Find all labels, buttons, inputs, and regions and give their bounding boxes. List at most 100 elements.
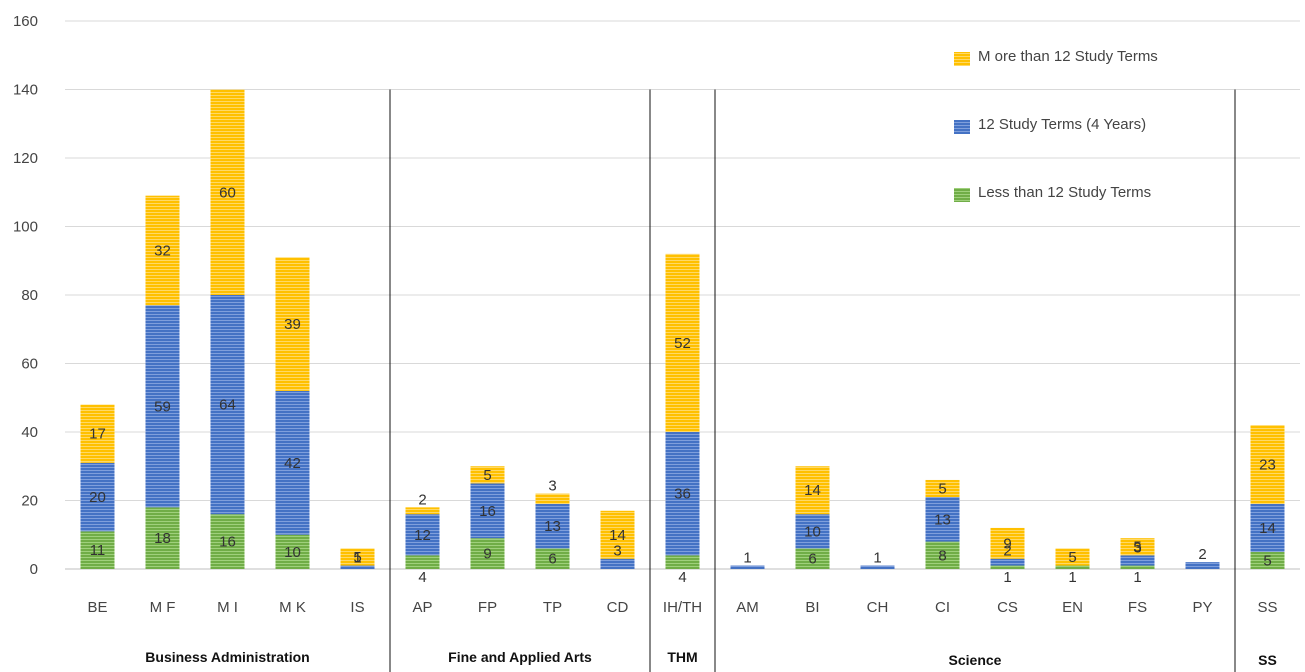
legend-swatch-12-study-terms-4-years — [954, 120, 970, 134]
data-label-en-2: 5 — [1068, 549, 1076, 566]
bar-ap-m-ore-than-12-study-terms — [405, 507, 440, 515]
data-label-fs-2: 5 — [1133, 539, 1141, 556]
bar-m-k-12-study-terms-4-years — [275, 390, 310, 535]
x-tick-label-en: EN — [1062, 599, 1083, 616]
data-label-be-1: 20 — [89, 489, 106, 506]
bar-m-i-m-ore-than-12-study-terms — [210, 89, 245, 295]
data-label-cd-2: 14 — [609, 527, 626, 544]
bar-cs-less-than-12-study-terms — [990, 565, 1025, 569]
data-label-ih-th-1: 36 — [674, 486, 691, 503]
bar-fs-12-study-terms-4-years — [1120, 555, 1155, 566]
legend-swatch-m-ore-than-12-study-terms — [954, 52, 970, 66]
data-label-ch-1: 1 — [873, 550, 881, 567]
bar-cd-m-ore-than-12-study-terms — [600, 510, 635, 559]
data-label-cs-0: 1 — [1003, 569, 1011, 586]
legend-label-12-study-terms-4-years: 12 Study Terms (4 Years) — [978, 116, 1146, 133]
bar-m-f-less-than-12-study-terms — [145, 507, 180, 569]
bar-be-12-study-terms-4-years — [80, 462, 115, 532]
legend-swatch-less-than-12-study-terms — [954, 188, 970, 202]
bar-en-less-than-12-study-terms — [1055, 565, 1090, 569]
data-label-en-0: 1 — [1068, 569, 1076, 586]
data-label-ih-th-2: 52 — [674, 335, 691, 352]
data-label-m-i-0: 16 — [219, 534, 236, 551]
data-label-m-i-1: 64 — [219, 397, 236, 414]
x-tick-label-ci: CI — [935, 599, 950, 616]
group-label-ss: SS — [1258, 652, 1277, 668]
bar-bi-12-study-terms-4-years — [795, 514, 830, 549]
bar-ss-m-ore-than-12-study-terms — [1250, 425, 1285, 504]
y-tick-label-160: 160 — [13, 13, 38, 30]
data-label-ap-0: 4 — [418, 569, 426, 586]
y-tick-label-20: 20 — [21, 493, 38, 510]
bar-ci-less-than-12-study-terms — [925, 541, 960, 569]
bar-ap-less-than-12-study-terms — [405, 555, 440, 569]
data-label-m-f-0: 18 — [154, 530, 171, 547]
data-label-be-2: 17 — [89, 426, 106, 443]
bar-cs-12-study-terms-4-years — [990, 558, 1025, 566]
data-label-fp-0: 9 — [483, 546, 491, 563]
data-label-am-1: 1 — [743, 550, 751, 567]
legend-label-less-than-12-study-terms: Less than 12 Study Terms — [978, 184, 1151, 201]
data-label-ss-1: 14 — [1259, 520, 1276, 537]
data-label-tp-1: 13 — [544, 518, 561, 535]
y-axis-ticks: 0 20 40 60 80 100 120 140 160 — [13, 13, 38, 578]
data-label-m-f-2: 32 — [154, 242, 171, 259]
x-tick-label-am: AM — [736, 599, 759, 616]
x-tick-label-ss: SS — [1257, 599, 1277, 616]
data-label-tp-2: 3 — [548, 478, 556, 495]
data-label-bi-1: 10 — [804, 523, 821, 540]
bar-is-12-study-terms-4-years — [340, 565, 375, 569]
bar-be-m-ore-than-12-study-terms — [80, 404, 115, 463]
data-label-ci-0: 8 — [938, 547, 946, 564]
x-axis-groups: Business Administration Fine and Applied … — [145, 649, 1277, 668]
bar-ci-m-ore-than-12-study-terms — [925, 479, 960, 498]
y-tick-label-0: 0 — [30, 561, 38, 578]
bars — [80, 89, 1285, 569]
data-label-is-1: 1 — [353, 550, 361, 567]
bar-m-f-12-study-terms-4-years — [145, 305, 180, 508]
bar-fp-less-than-12-study-terms — [470, 538, 505, 569]
bar-m-k-less-than-12-study-terms — [275, 534, 310, 569]
data-label-m-i-2: 60 — [219, 184, 236, 201]
data-label-m-k-0: 10 — [284, 544, 301, 561]
data-label-m-f-1: 59 — [154, 398, 171, 415]
bar-ch-12-study-terms-4-years — [860, 565, 895, 569]
data-labels: 1120171859321664601042391541229165613331… — [89, 184, 1276, 586]
bar-en-m-ore-than-12-study-terms — [1055, 548, 1090, 566]
bar-ih-th-12-study-terms-4-years — [665, 432, 700, 556]
group-separators — [389, 89, 1236, 672]
legend: M ore than 12 Study Terms 12 Study Terms … — [954, 48, 1158, 202]
group-label-thm: THM — [667, 649, 697, 665]
bar-tp-12-study-terms-4-years — [535, 503, 570, 549]
data-label-ci-1: 13 — [934, 511, 951, 528]
bar-is-m-ore-than-12-study-terms — [340, 548, 375, 566]
x-tick-label-m-i: M I — [217, 599, 238, 616]
y-tick-label-60: 60 — [21, 356, 38, 373]
bar-tp-less-than-12-study-terms — [535, 548, 570, 569]
data-label-is-2: 5 — [353, 549, 361, 566]
x-axis-categories: BE M F M I M K IS AP FP TP CD IH/TH AM BI CH CI CS EN FS… — [87, 599, 1277, 616]
y-tick-label-80: 80 — [21, 287, 38, 304]
data-label-ss-2: 23 — [1259, 457, 1276, 474]
data-label-ap-1: 12 — [414, 527, 431, 544]
y-tick-label-100: 100 — [13, 219, 38, 236]
group-label-science: Science — [949, 652, 1002, 668]
x-tick-label-ih-th: IH/TH — [663, 599, 702, 616]
bar-ap-12-study-terms-4-years — [405, 514, 440, 556]
bar-ss-12-study-terms-4-years — [1250, 503, 1285, 552]
bar-m-i-12-study-terms-4-years — [210, 295, 245, 515]
y-tick-label-140: 140 — [13, 82, 38, 99]
x-tick-label-tp: TP — [543, 599, 562, 616]
bar-ih-th-less-than-12-study-terms — [665, 555, 700, 569]
bar-bi-m-ore-than-12-study-terms — [795, 466, 830, 515]
data-label-fs-0: 1 — [1133, 569, 1141, 586]
data-label-fs-1: 3 — [1133, 539, 1141, 556]
data-label-ih-th-0: 4 — [678, 569, 686, 586]
data-label-be-0: 11 — [90, 542, 106, 559]
bar-be-less-than-12-study-terms — [80, 531, 115, 569]
x-tick-label-cs: CS — [997, 599, 1018, 616]
bar-fs-less-than-12-study-terms — [1120, 565, 1155, 569]
data-label-bi-2: 14 — [804, 482, 821, 499]
x-tick-label-bi: BI — [805, 599, 819, 616]
